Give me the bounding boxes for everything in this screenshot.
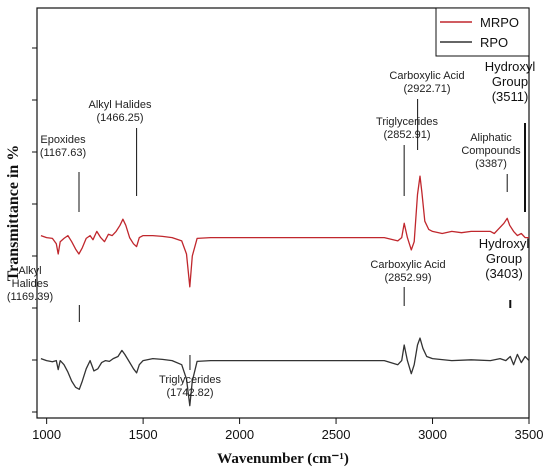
legend-label-mrpo: MRPO xyxy=(480,15,519,30)
annotation-label: (3511) xyxy=(492,89,529,104)
annotation-label: Triglycerides xyxy=(159,374,221,386)
annotation-layer: Epoxides(1167.63)Alkyl Halides(1466.25) T… xyxy=(7,59,536,399)
x-axis-ticks: 1000 1500 2000 2500 3000 3500 xyxy=(32,418,543,442)
series-layer xyxy=(40,175,530,407)
legend: MRPO RPO xyxy=(435,7,530,57)
annotation-label: (1169.39) xyxy=(7,291,53,303)
x-axis-title: Wavenumber (cm⁻¹) xyxy=(217,451,349,467)
annotation-label: Carboxylic Acid xyxy=(389,70,464,82)
annotation-label: (1466.25) xyxy=(96,112,143,124)
annotation-label: Compounds xyxy=(461,145,521,157)
annotation-label: Aliphatic xyxy=(470,132,512,144)
series-line-rpo xyxy=(40,337,530,407)
annotation-label: Epoxides xyxy=(40,134,86,146)
legend-box xyxy=(435,7,530,57)
annotation-label: Hydroxyl xyxy=(485,59,536,74)
series-line-mrpo xyxy=(40,175,529,288)
annotation-label: Alkyl xyxy=(18,265,41,277)
x-tick-label: 1500 xyxy=(129,427,158,442)
annotation-label: Halides xyxy=(12,278,49,290)
x-tick-label: 2500 xyxy=(322,427,351,442)
x-tick-label: 3500 xyxy=(515,427,544,442)
y-axis-title: Transmittance in % xyxy=(5,145,22,282)
annotation-label: (2852.99) xyxy=(384,272,431,284)
annotation-label: (3403) xyxy=(485,266,523,281)
annotation-label: Carboxylic Acid xyxy=(370,259,445,271)
annotation-label: Triglycerides xyxy=(376,116,438,128)
x-tick-label: 1000 xyxy=(32,427,61,442)
annotation-label: (2922.71) xyxy=(403,83,450,95)
annotation-label: Group xyxy=(492,74,528,89)
annotation-label: (1742.82) xyxy=(166,387,213,399)
annotation-label: (3387) xyxy=(475,158,507,170)
annotation-label: (1167.63) xyxy=(40,147,86,159)
x-tick-label: 2000 xyxy=(225,427,254,442)
annotation-label: (2852.91) xyxy=(383,129,430,141)
y-axis-ticks xyxy=(32,47,37,413)
legend-label-rpo: RPO xyxy=(480,35,508,50)
annotation-label: Alkyl Halides xyxy=(89,99,152,111)
x-tick-label: 3000 xyxy=(418,427,447,442)
plot-frame xyxy=(36,7,530,419)
annotation-label: Hydroxyl xyxy=(479,236,530,251)
annotation-label: Group xyxy=(486,251,522,266)
